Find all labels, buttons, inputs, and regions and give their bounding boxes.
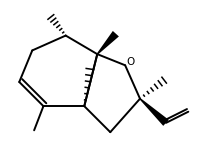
Polygon shape — [140, 98, 169, 126]
Polygon shape — [97, 31, 119, 55]
Text: O: O — [127, 57, 135, 67]
